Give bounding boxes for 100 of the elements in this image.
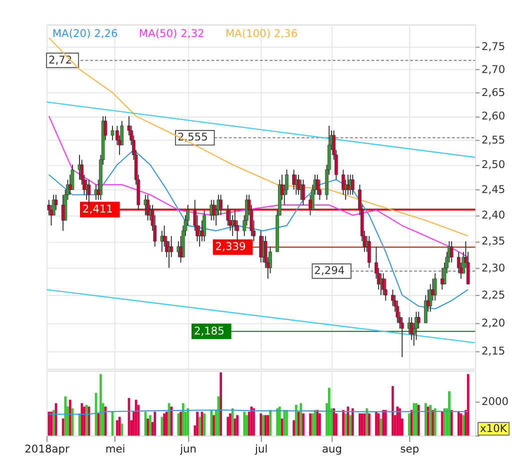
bar — [300, 403, 302, 436]
y-tick-label: 2,20 — [481, 316, 506, 330]
y-tick-label: 2,35 — [481, 234, 506, 248]
bar — [382, 410, 384, 436]
bar — [50, 412, 52, 436]
bar — [375, 412, 378, 436]
x-tick-label: mei — [105, 442, 126, 456]
bar — [292, 420, 295, 436]
candlestick — [219, 194, 222, 216]
bar — [116, 420, 118, 436]
x-tick-label: sep — [400, 442, 420, 456]
bar — [448, 391, 450, 436]
bar — [236, 415, 238, 436]
bar — [408, 413, 410, 436]
bar — [384, 410, 387, 436]
y-tick-label: 2,25 — [481, 288, 506, 302]
bar — [432, 410, 434, 436]
bar — [429, 404, 432, 436]
bar — [302, 413, 304, 436]
bar — [462, 415, 465, 436]
bar — [266, 415, 270, 436]
line-series — [48, 37, 469, 237]
bar — [180, 412, 182, 436]
bar — [377, 413, 380, 436]
bar — [328, 388, 330, 436]
bar — [424, 403, 427, 436]
bar — [210, 410, 213, 436]
bar — [246, 415, 248, 436]
bar — [120, 424, 124, 436]
bar — [97, 413, 100, 436]
bar — [269, 410, 272, 436]
bar — [64, 396, 67, 436]
candlestick — [450, 240, 454, 264]
x-tick-label: jun — [179, 442, 197, 456]
bar — [309, 413, 312, 436]
bar — [368, 413, 370, 436]
bar — [100, 374, 102, 436]
ref-line-label: 2,339 — [215, 240, 246, 253]
bar — [352, 408, 354, 436]
bar — [342, 410, 344, 436]
text: MA(50) 2,32 — [138, 27, 204, 40]
y-tick-label: 2,45 — [481, 183, 506, 196]
y-tick-label: 2,30 — [481, 261, 506, 274]
bar — [316, 410, 319, 436]
y-tick-label: 2,65 — [481, 86, 506, 100]
bar — [398, 408, 401, 436]
bar — [83, 406, 86, 436]
x-tick-label: jul — [254, 442, 268, 456]
y-tick-label: 2,70 — [481, 62, 506, 76]
bar — [163, 413, 166, 436]
y-tick-label: 2,40 — [481, 208, 506, 222]
y-tick-label: 2,60 — [481, 110, 506, 123]
y-tick-label: 2,15 — [481, 344, 506, 358]
bar — [311, 413, 314, 436]
y-tick-label: 2,55 — [481, 134, 506, 147]
bar — [441, 412, 444, 436]
candlestick — [440, 267, 444, 290]
bar — [283, 410, 286, 436]
bar — [149, 415, 152, 436]
x-tick-label: aug — [322, 442, 342, 456]
bar — [165, 412, 168, 436]
bar — [48, 412, 50, 436]
bar — [229, 413, 232, 436]
ref-line-label: 2,72 — [48, 53, 72, 66]
bar — [154, 412, 156, 436]
bar — [80, 403, 84, 436]
ref-line-label: 2,411 — [82, 202, 113, 216]
y-axis-title: x10K — [480, 422, 508, 435]
bar — [392, 386, 394, 436]
y-tick-label: 2,75 — [481, 40, 506, 54]
bar — [466, 374, 470, 436]
bar — [146, 418, 149, 436]
bar — [458, 412, 460, 436]
bar — [260, 413, 262, 436]
bar — [332, 408, 336, 436]
candlestick — [433, 272, 437, 302]
candlestick — [61, 194, 65, 232]
bar — [366, 408, 368, 436]
bar — [68, 400, 72, 436]
text: MA(100) 2,36 — [225, 27, 298, 40]
x-tick-label: 2018apr — [24, 442, 70, 456]
bar — [243, 412, 246, 436]
ref-line-label: 2,555 — [177, 130, 208, 144]
bar — [415, 403, 418, 436]
bar — [262, 415, 264, 436]
bar — [220, 372, 222, 436]
bar — [434, 408, 436, 436]
bar — [278, 406, 281, 436]
bar — [170, 406, 173, 436]
bar — [203, 413, 206, 436]
bar — [360, 413, 364, 436]
y-tick-label: 2000 — [481, 394, 509, 408]
ref-line-label: 2,294 — [314, 264, 345, 278]
bar — [417, 404, 420, 436]
bar — [318, 413, 321, 436]
bar — [52, 410, 55, 436]
bar — [295, 404, 298, 436]
ref-line-label: 2,185 — [194, 324, 224, 338]
bar — [344, 413, 347, 436]
text: MA(20) 2,26 — [52, 27, 118, 40]
